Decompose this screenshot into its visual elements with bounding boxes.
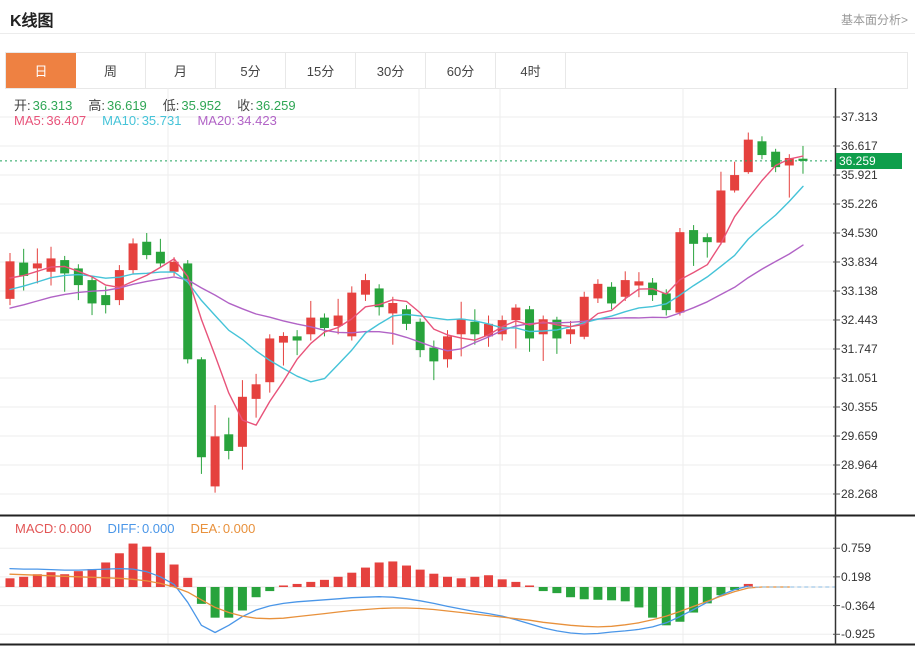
macd-label: -0.364 [841,598,876,613]
tab-timeframe-1[interactable]: 周 [76,53,146,88]
tab-timeframe-2[interactable]: 月 [146,53,216,88]
legend-ma-label: MA5: [14,113,45,128]
legend-ohlc-label: 开: [14,98,31,113]
price-label: 28.268 [841,486,878,501]
price-label: 28.964 [841,457,878,472]
current-price-tag: 36.259 [836,152,902,169]
price-label: 29.659 [841,429,878,444]
tab-timeframe-3[interactable]: 5分 [216,53,286,88]
legend-ohlc-value: 36.259 [255,98,296,113]
legend-macd-value: 0.000 [58,521,92,536]
legend-ohlc-label: 高: [88,98,106,113]
tab-timeframe-6[interactable]: 60分 [426,53,496,88]
price-label: 30.355 [841,400,878,414]
tab-timeframe-0[interactable]: 日 [6,53,76,88]
legend-ohlc-value: 35.952 [181,98,222,113]
tab-timeframe-4[interactable]: 15分 [286,53,356,88]
legend-ohlc-label: 低: [162,98,180,113]
legend-ohlc-value: 36.313 [32,98,73,113]
timeframe-tab-bar: 日周月 5分 15分 30分 60分 4时 [5,52,908,89]
legend-macd-label: MACD: [15,521,57,536]
price-label: 32.443 [841,312,878,327]
price-label: 35.921 [841,168,878,183]
legend-ma-value: 36.407 [46,113,87,128]
legend-ma-label: MA10: [102,113,140,128]
legend-ma-label: MA20: [197,113,236,128]
price-label: 37.313 [841,110,878,124]
legend-macd-label: DIFF: [107,521,140,536]
price-label: 35.226 [841,196,878,211]
price-label: 33.834 [841,255,878,269]
macd-label: 0.198 [841,569,872,584]
legend-macd-label: DEA: [190,521,221,536]
price-label: 36.617 [841,139,878,153]
page-header: K线图 基本面分析> [0,0,915,34]
legend-macd-value: 0.000 [141,521,175,536]
tab-timeframe-7[interactable]: 4时 [496,53,566,88]
price-label: 31.747 [841,341,878,356]
fundamental-analysis-link[interactable]: 基本面分析> [840,13,908,27]
ohlc-legend: 开: 36.313 高: 36.619 低: 35.952 收: 36.259 [14,95,312,114]
legend-ohlc-value: 36.619 [107,98,147,113]
macd-label: -0.925 [841,627,876,642]
price-label: 34.530 [841,225,878,240]
price-label: 31.051 [841,371,878,385]
tab-timeframe-5[interactable]: 30分 [356,53,426,88]
page-title: K线图 [10,13,54,30]
macd-legend: MACD: 0.000 DIFF: 0.000 DEA: 0.000 [15,521,271,536]
legend-ma-value: 34.423 [237,113,277,128]
macd-label: 0.759 [841,541,872,556]
ma-legend: MA5: 36.407 MA10: 35.731 MA20: 34.423 [14,113,293,128]
legend-macd-value: 0.000 [222,521,256,536]
legend-ohlc-label: 收: [237,98,254,113]
legend-ma-value: 35.731 [141,113,182,128]
price-label: 33.138 [841,284,878,298]
